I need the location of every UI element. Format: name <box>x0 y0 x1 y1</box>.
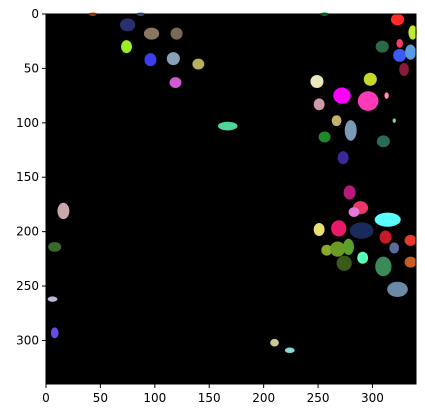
blob-46 <box>375 256 392 277</box>
x-axis-ticks: 0 50 100 150 200 250 300 <box>42 384 384 405</box>
blob-10 <box>169 77 182 88</box>
blob-26 <box>344 120 357 141</box>
blob-17 <box>405 44 417 60</box>
blob-49 <box>57 202 70 220</box>
blob-53 <box>270 338 279 347</box>
x-tick-label: 300 <box>361 391 384 405</box>
blob-7 <box>144 53 157 67</box>
blob-37 <box>313 222 325 236</box>
blob-19 <box>363 72 377 86</box>
blob-36 <box>349 222 374 239</box>
blob-14 <box>396 39 403 48</box>
x-tick-label: 50 <box>93 391 108 405</box>
blob-30 <box>337 151 349 165</box>
x-tick-label: 100 <box>143 391 166 405</box>
blob-9 <box>192 58 205 70</box>
blob-4 <box>143 27 160 40</box>
blob-42 <box>330 241 346 257</box>
blob-48 <box>387 281 408 297</box>
blob-31 <box>343 185 356 200</box>
blob-23 <box>313 98 325 111</box>
blob-25 <box>331 115 342 127</box>
blob-29 <box>392 118 396 123</box>
blob-3 <box>120 18 136 32</box>
blob-11 <box>217 121 238 131</box>
blob-39 <box>404 234 417 246</box>
blob-43 <box>343 238 354 256</box>
y-tick-label: 300 <box>16 333 39 347</box>
blob-52 <box>50 327 59 339</box>
plot-background <box>46 14 416 384</box>
blob-40 <box>389 242 400 254</box>
y-tick-label: 0 <box>31 7 39 21</box>
segmentation-blobs <box>47 12 418 353</box>
y-tick-label: 250 <box>16 279 39 293</box>
y-tick-label: 50 <box>24 61 39 75</box>
blob-33 <box>348 207 360 217</box>
blob-45 <box>357 251 369 264</box>
blob-35 <box>331 220 347 237</box>
y-tick-label: 100 <box>16 116 39 130</box>
blob-44 <box>336 255 352 271</box>
x-tick-label: 150 <box>198 391 221 405</box>
blob-28 <box>376 135 390 148</box>
blob-50 <box>48 241 62 252</box>
blob-22 <box>357 91 379 111</box>
plot-frame <box>45 13 417 385</box>
blob-18 <box>399 62 409 77</box>
x-tick-label: 200 <box>252 391 275 405</box>
blob-41 <box>321 244 333 256</box>
blob-5 <box>170 27 183 40</box>
blob-51 <box>47 296 58 302</box>
y-tick-label: 150 <box>16 170 39 184</box>
blob-34 <box>374 212 401 227</box>
blob-47 <box>404 256 417 268</box>
blob-38 <box>379 230 392 244</box>
y-tick-label: 200 <box>16 225 39 239</box>
blob-24 <box>384 92 389 99</box>
blob-6 <box>121 40 132 54</box>
blob-15 <box>375 40 389 53</box>
blob-13 <box>408 25 418 40</box>
y-axis-ticks: 0 50 100 150 200 250 300 <box>16 7 46 347</box>
blob-21 <box>333 87 351 104</box>
blob-8 <box>166 52 180 66</box>
blob-16 <box>393 48 407 62</box>
blob-12 <box>390 13 405 26</box>
blob-54 <box>284 347 295 353</box>
blob-20 <box>310 74 324 88</box>
x-tick-label: 250 <box>307 391 330 405</box>
blob-27 <box>318 131 331 143</box>
x-tick-label: 0 <box>42 391 50 405</box>
